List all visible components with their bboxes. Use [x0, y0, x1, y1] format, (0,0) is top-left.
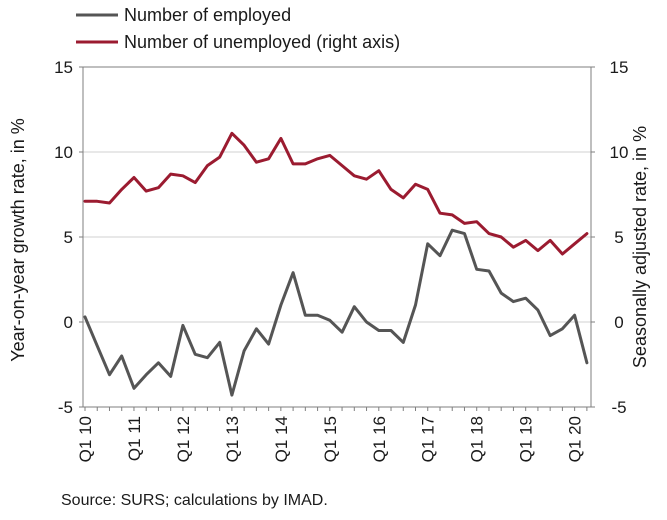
unemployed-series-line [83, 131, 589, 256]
legend-label-employed: Number of employed [124, 5, 291, 25]
x-tick-label: Q1 20 [566, 416, 585, 462]
right-tick-label: 15 [610, 58, 629, 77]
x-tick-label: Q1 15 [321, 416, 340, 462]
right-tick-label: -5 [611, 398, 626, 417]
employed-series-line [83, 228, 589, 397]
x-tick-label: Q1 14 [272, 416, 291, 462]
legend-label-unemployed: Number of unemployed (right axis) [124, 32, 400, 52]
left-tick-label: 10 [54, 143, 73, 162]
x-tick-label: Q1 18 [468, 416, 487, 462]
x-tick-label: Q1 16 [370, 416, 389, 462]
right-tick-label: 0 [614, 313, 623, 332]
left-tick-label: -5 [58, 398, 73, 417]
right-tick-label: 10 [610, 143, 629, 162]
x-tick-label: Q1 10 [76, 416, 95, 462]
x-tick-label: Q1 11 [125, 416, 144, 461]
legend: Number of employed Number of unemployed (… [76, 5, 400, 52]
right-axis-title: Seasonally adjusted rate, in % [630, 126, 650, 368]
gridlines [83, 151, 591, 323]
left-tick-label: 5 [64, 228, 73, 247]
left-axis-ticks: -5 0 5 10 15 [54, 58, 83, 417]
left-tick-label: 15 [54, 58, 73, 77]
left-tick-label: 0 [64, 313, 73, 332]
x-tick-label: Q1 12 [174, 416, 193, 462]
x-tick-label: Q1 13 [223, 416, 242, 462]
left-axis-title: Year-on-year growth rate, in % [8, 118, 28, 361]
right-axis-ticks: -5 0 5 10 15 [591, 58, 628, 417]
source-note: Source: SURS; calculations by IMAD. [61, 492, 328, 509]
right-tick-label: 5 [614, 228, 623, 247]
x-tick-label: Q1 17 [419, 416, 438, 462]
series-lines [83, 131, 589, 397]
x-axis-ticks: Q1 10 Q1 11 Q1 12 Q1 13 Q1 14 Q1 15 Q1 16 Q1 17… [76, 407, 588, 462]
x-tick-label: Q1 19 [517, 416, 536, 462]
